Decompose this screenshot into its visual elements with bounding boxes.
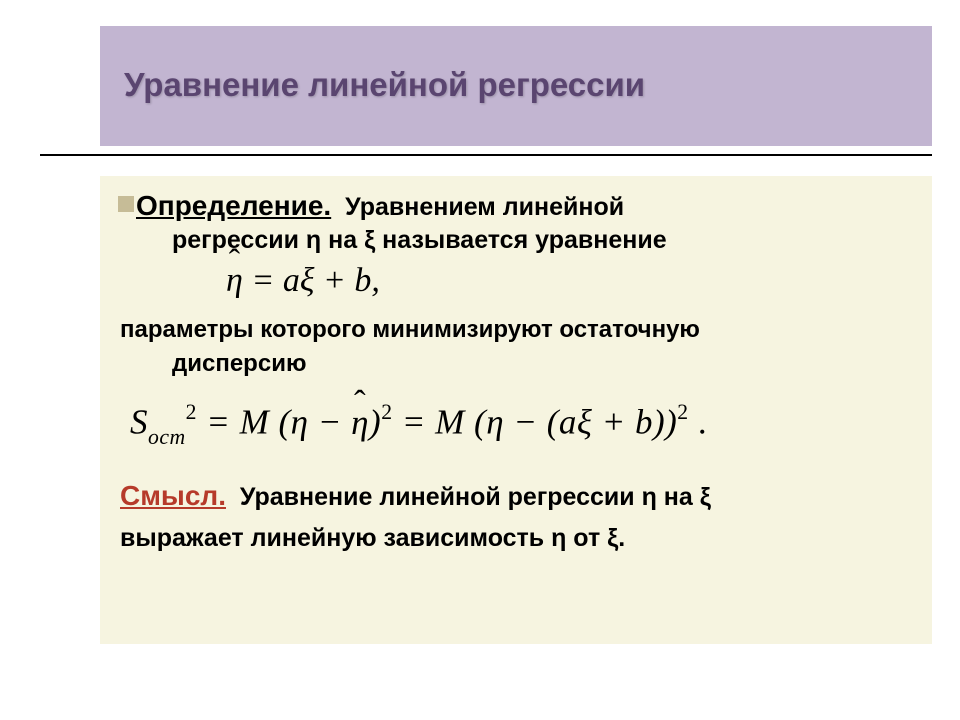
eq2-mid3: = M (η − (aξ + b)) xyxy=(393,403,678,442)
definition-rest-1: Уравнением линейной xyxy=(345,193,624,221)
divider xyxy=(40,154,932,156)
eq2-sup3: 2 xyxy=(677,400,688,424)
eta-hat: η xyxy=(226,262,243,300)
slide: Уравнение линейной регрессии Определение… xyxy=(0,0,960,720)
eq1-rhs: = aξ + b, xyxy=(243,262,380,299)
page-title: Уравнение линейной регрессии xyxy=(124,66,645,104)
sense-rest-1: Уравнение линейной регрессии η на ξ xyxy=(240,483,711,511)
equation-1: η = aξ + b, xyxy=(226,262,380,300)
eq2-mid1: = M (η − xyxy=(197,403,351,442)
sense-line-2: выражает линейную зависимость η от ξ. xyxy=(120,524,625,553)
eq2-sup1: 2 xyxy=(186,400,197,424)
paragraph-2-line-1: параметры которого минимизируют остаточн… xyxy=(120,316,920,344)
bullet-icon xyxy=(118,196,134,212)
eq2-S: S xyxy=(130,403,148,442)
eq2-tail: . xyxy=(689,403,708,442)
definition-line-2: регрессии η на ξ называется уравнение xyxy=(172,226,942,255)
eq2-etahat: η xyxy=(351,403,369,443)
paragraph-2-line-2: дисперсию xyxy=(172,350,306,378)
definition-line-1: Определение. Уравнением линейной xyxy=(136,190,906,222)
definition-term: Определение. xyxy=(136,190,331,221)
eq2-sub: ост xyxy=(148,425,186,449)
eq2-mid2: ) xyxy=(369,403,381,442)
sense-term: Смысл. xyxy=(120,480,226,511)
eq2-sup2: 2 xyxy=(381,400,392,424)
equation-2: Sост2 = M (η − η)2 = M (η − (aξ + b))2 . xyxy=(130,402,707,448)
sense-line-1: Смысл. Уравнение линейной регрессии η на… xyxy=(120,480,711,512)
